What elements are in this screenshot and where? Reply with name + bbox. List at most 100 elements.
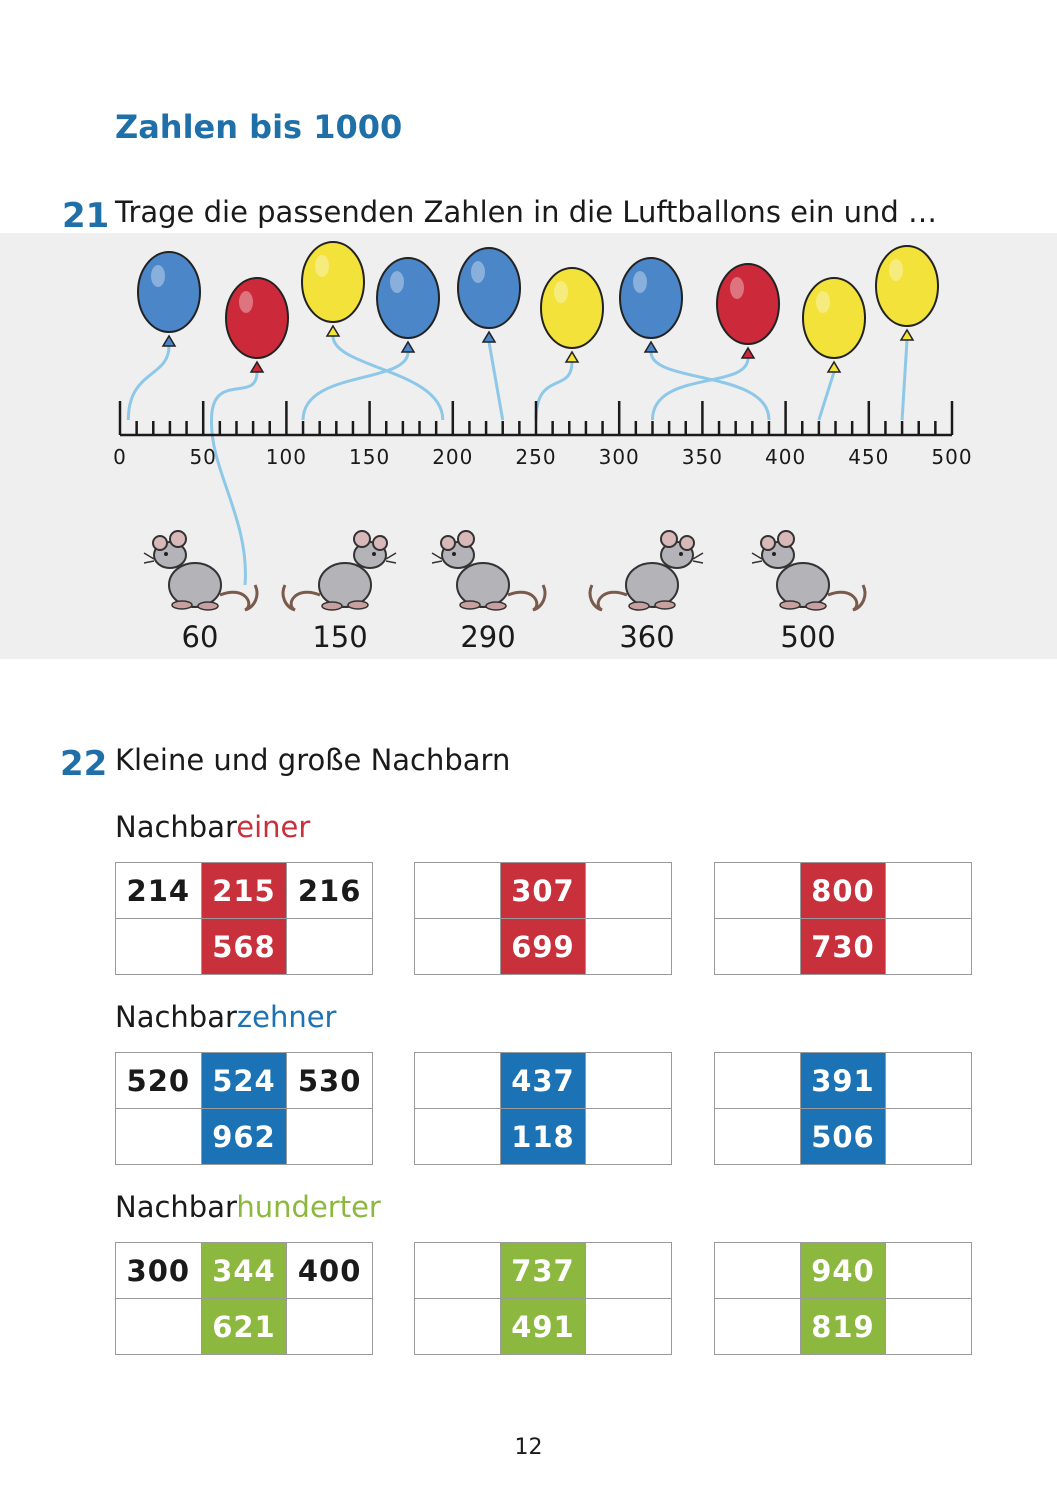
number-cell: 730 [799,918,887,975]
scale-label: 300 [598,445,640,469]
successor-cell[interactable] [885,918,972,975]
successor-cell[interactable] [885,1052,972,1109]
neighbor-table: 520 524 530 962 [115,1052,373,1165]
scale-label: 400 [765,445,807,469]
number-cell: 524 [200,1052,288,1109]
table-row: 962 [115,1108,373,1165]
balloon-blue [619,257,683,353]
section-heading-suffix: einer [236,810,311,844]
balloon-yellow [802,277,866,373]
neighbor-table: 307 699 [414,862,672,975]
successor-cell[interactable]: 530 [286,1052,373,1109]
balloon-yellow [301,241,365,337]
scale-label: 500 [931,445,973,469]
predecessor-cell[interactable]: 214 [115,862,202,919]
balloon-string [126,345,171,421]
section-heading-suffix: hunderter [236,1190,381,1224]
predecessor-cell[interactable] [414,1108,501,1165]
table-row: 568 [115,918,373,975]
balloon-string [650,357,750,421]
scale-label: 350 [681,445,723,469]
successor-cell[interactable] [885,1242,972,1299]
successor-cell[interactable] [885,862,972,919]
successor-cell[interactable] [585,918,672,975]
balloon-red [225,277,289,373]
table-row: 506 [714,1108,972,1165]
mouse-value: 360 [619,620,675,654]
successor-cell[interactable] [585,1108,672,1165]
mouse-value: 290 [460,620,516,654]
successor-cell[interactable] [286,1298,373,1355]
balloon-yellow [540,267,604,363]
mouse-icon [431,530,547,612]
balloon-string [301,351,410,421]
predecessor-cell[interactable] [714,1052,801,1109]
predecessor-cell[interactable] [115,918,202,975]
predecessor-cell[interactable] [714,918,801,975]
successor-cell[interactable] [885,1108,972,1165]
balloon-number-line-illustration [118,241,954,612]
scale-label: 200 [432,445,474,469]
number-cell: 307 [499,862,587,919]
successor-cell[interactable]: 400 [286,1242,373,1299]
number-cell: 437 [499,1052,587,1109]
predecessor-cell[interactable]: 520 [115,1052,202,1109]
table-row: 118 [414,1108,672,1165]
table-row: 819 [714,1298,972,1355]
section-heading: Nachbarhunderter [115,1190,381,1224]
neighbor-table: 800 730 [714,862,972,975]
mouse-icon [143,530,259,612]
table-row: 940 [714,1242,972,1299]
mouse-value: 60 [181,620,219,654]
mouse-icon [751,530,867,612]
predecessor-cell[interactable]: 300 [115,1242,202,1299]
successor-cell[interactable] [585,1298,672,1355]
page-title: Zahlen bis 1000 [115,108,403,146]
balloon-string [817,371,836,421]
balloon-blue [457,247,521,343]
successor-cell[interactable]: 216 [286,862,373,919]
number-cell: 568 [200,918,288,975]
predecessor-cell[interactable] [414,862,501,919]
predecessor-cell[interactable] [414,1298,501,1355]
section-heading-prefix: Nachbar [115,1000,237,1034]
balloon-blue [137,251,201,347]
scale-label: 450 [848,445,890,469]
number-cell: 737 [499,1242,587,1299]
number-cell: 215 [200,862,288,919]
table-row: 307 [414,862,672,919]
table-row: 621 [115,1298,373,1355]
successor-cell[interactable] [585,862,672,919]
successor-cell[interactable] [286,1108,373,1165]
scale-label: 0 [113,445,127,469]
task-number-22: 22 [60,744,108,784]
successor-cell[interactable] [585,1242,672,1299]
predecessor-cell[interactable] [714,1242,801,1299]
predecessor-cell[interactable] [414,1052,501,1109]
successor-cell[interactable] [585,1052,672,1109]
neighbor-table: 214 215 216 568 [115,862,373,975]
mice [143,530,867,612]
balloon-string [649,351,771,421]
neighbor-table: 437 118 [414,1052,672,1165]
mouse-icon [588,530,704,612]
number-cell: 391 [799,1052,887,1109]
page-number: 12 [514,1435,543,1460]
balloon-strings [126,335,909,586]
table-row: 699 [414,918,672,975]
predecessor-cell[interactable] [714,862,801,919]
predecessor-cell[interactable] [714,1108,801,1165]
predecessor-cell[interactable] [115,1298,202,1355]
predecessor-cell[interactable] [714,1298,801,1355]
successor-cell[interactable] [286,918,373,975]
predecessor-cell[interactable] [115,1108,202,1165]
number-line [118,401,954,437]
section-heading: Nachbarzehner [115,1000,336,1034]
table-row: 214 215 216 [115,862,373,919]
task-22-instruction: Kleine und große Nachbarn [115,743,511,777]
successor-cell[interactable] [885,1298,972,1355]
predecessor-cell[interactable] [414,918,501,975]
table-row: 391 [714,1052,972,1109]
predecessor-cell[interactable] [414,1242,501,1299]
mouse-value: 150 [312,620,368,654]
